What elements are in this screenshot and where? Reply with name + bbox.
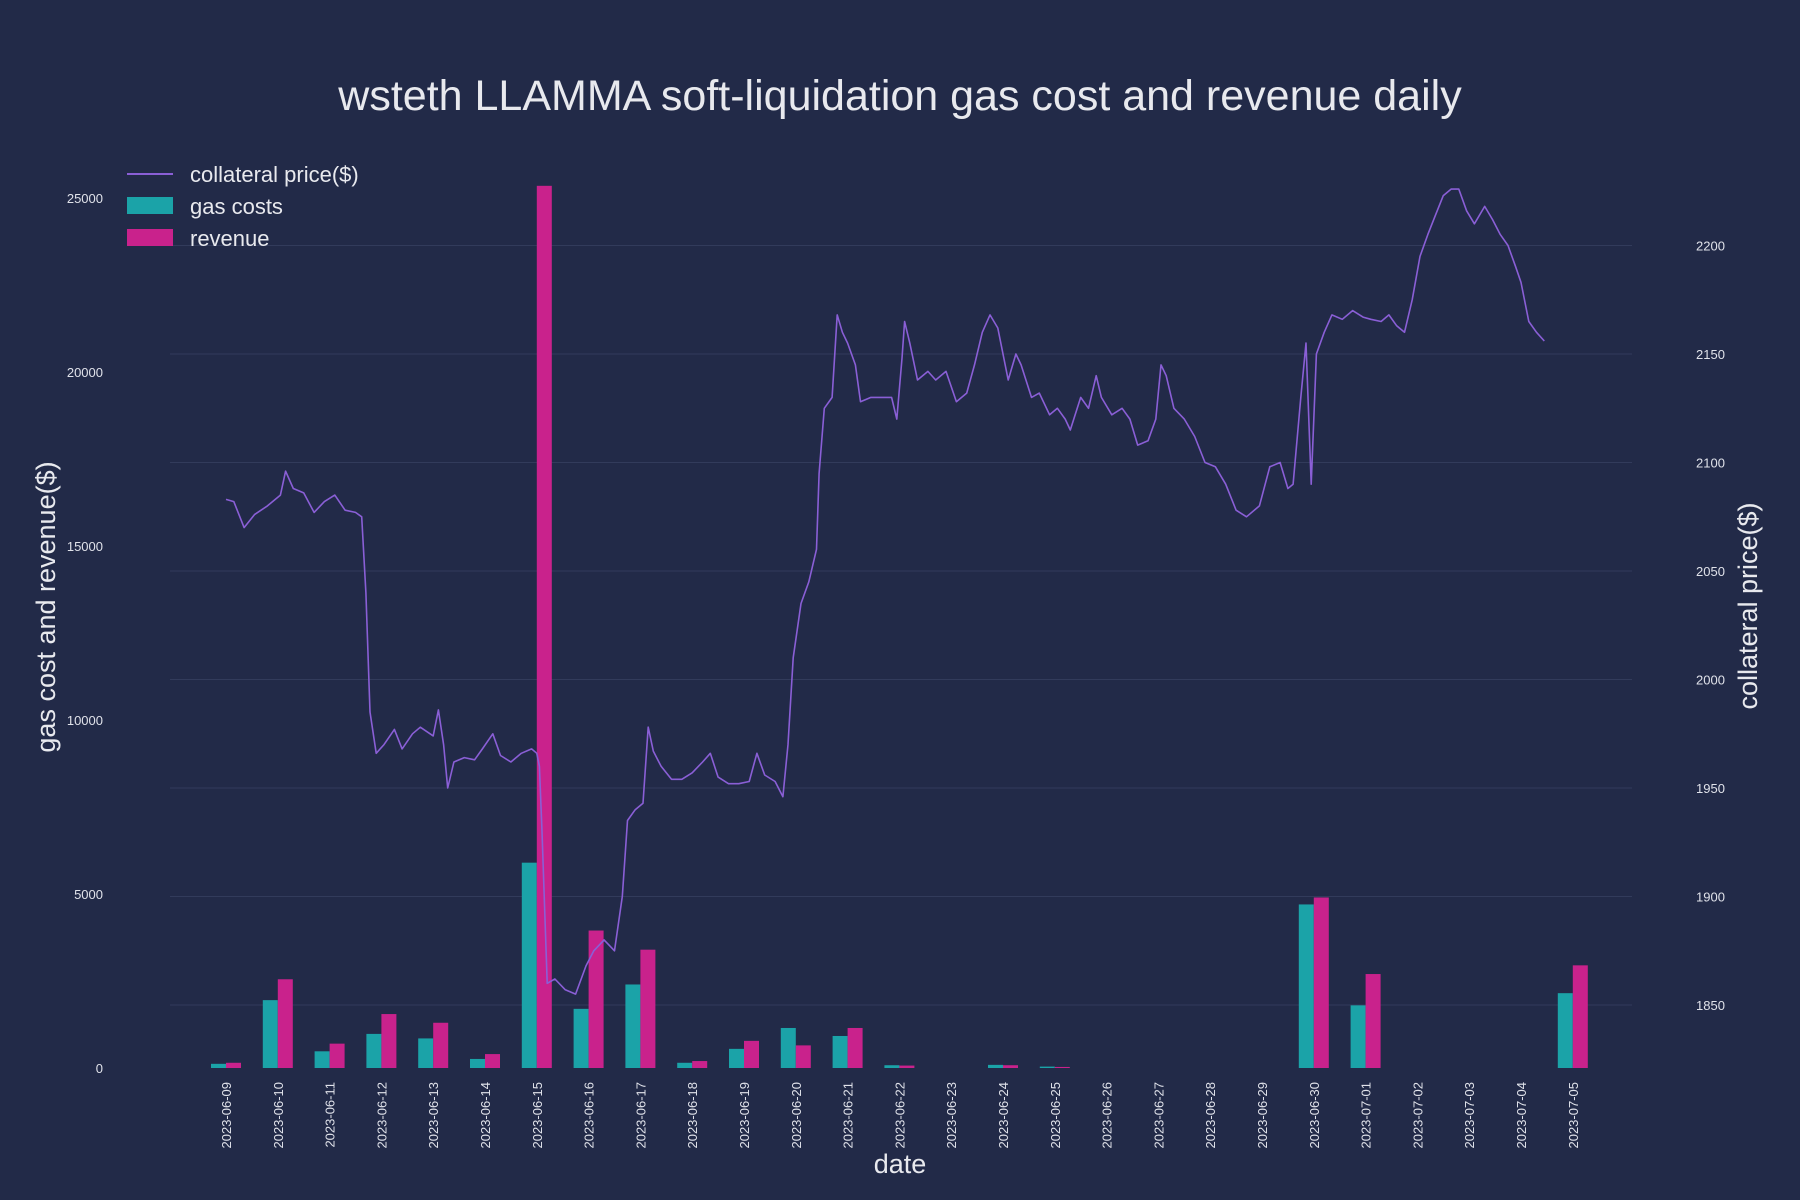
bar-gas-costs [1039,1066,1055,1068]
right-tick-label: 2200 [1696,239,1725,254]
left-tick-label: 15000 [67,539,103,554]
x-tick-label: 2023-07-01 [1359,1082,1374,1149]
bar-gas-costs [625,984,641,1068]
x-tick-label: 2023-06-25 [1048,1082,1063,1149]
x-tick-label: 2023-06-14 [478,1082,493,1149]
x-axis-title: date [874,1149,927,1179]
bar-gas-costs [1350,1005,1366,1068]
x-tick-label: 2023-06-20 [789,1082,804,1149]
x-axis-ticks: 2023-06-09 2023-06-10 2023-06-11 2023-06-12… [219,1082,1581,1149]
bar-gas-costs [729,1048,744,1068]
bar-gas-costs [470,1058,485,1068]
x-tick-label: 2023-06-10 [271,1082,286,1149]
right-tick-label: 2000 [1696,673,1725,688]
left-tick-label: 0 [96,1061,103,1076]
legend-label-revenue: revenue [190,226,270,251]
right-tick-label: 2150 [1696,347,1725,362]
x-tick-label: 2023-06-17 [633,1082,648,1149]
x-tick-label: 2023-06-28 [1203,1082,1218,1149]
bar-gas-costs [832,1035,848,1068]
legend-label-gas: gas costs [190,194,283,219]
x-tick-label: 2023-06-30 [1307,1082,1322,1149]
bar-gas-costs [262,1000,278,1068]
legend: collateral price($) gas costs revenue [127,162,359,251]
bar-revenue [899,1065,915,1068]
bar-gas-costs [884,1065,900,1068]
right-tick-label: 1950 [1696,781,1725,796]
bar-revenue [226,1062,241,1068]
x-tick-label: 2023-06-18 [685,1082,700,1149]
x-tick-label: 2023-06-21 [841,1082,856,1149]
left-tick-label: 10000 [67,713,103,728]
bar-revenue [329,1043,345,1068]
bar-revenue [1313,897,1329,1068]
bar-revenue [847,1027,863,1068]
bar-revenue [692,1061,708,1068]
bar-revenue [1054,1066,1070,1068]
x-tick-label: 2023-07-03 [1462,1082,1477,1149]
left-axis-ticks: 0 5000 10000 15000 20000 25000 [67,191,103,1076]
bar-gas-costs [780,1027,796,1068]
bar-revenue [277,979,293,1068]
bar-revenue [1572,965,1588,1068]
bar-gas-costs [366,1033,382,1068]
x-tick-label: 2023-06-11 [323,1082,338,1148]
bar-revenue [640,949,656,1068]
gridlines [170,245,1632,1006]
right-tick-label: 1850 [1696,998,1725,1013]
bar-gas-costs [677,1062,693,1068]
bar-gas-costs [314,1051,330,1068]
legend-label-price: collateral price($) [190,162,359,187]
left-tick-label: 25000 [67,191,103,206]
right-axis-ticks: 1850 1900 1950 2000 2050 2100 2150 2200 [1696,239,1725,1014]
right-tick-label: 2100 [1696,456,1725,471]
x-tick-label: 2023-06-15 [530,1082,545,1149]
left-axis-title: gas cost and revenue($) [31,461,61,752]
x-tick-label: 2023-06-27 [1151,1082,1166,1149]
bar-revenue [1003,1065,1018,1068]
bar-gas-costs [573,1008,589,1068]
x-tick-label: 2023-06-22 [892,1082,907,1149]
x-tick-label: 2023-06-09 [219,1082,234,1149]
legend-swatch-revenue [127,229,173,246]
collateral-price-line [225,188,1545,995]
legend-swatch-gas [127,197,173,214]
bar-gas-costs [988,1064,1003,1068]
x-tick-label: 2023-06-19 [737,1082,752,1149]
bar-series [211,185,1588,1068]
left-tick-label: 5000 [74,887,103,902]
x-tick-label: 2023-06-26 [1100,1082,1115,1149]
x-tick-label: 2023-07-05 [1566,1082,1581,1149]
bar-revenue [433,1022,449,1068]
bar-revenue [536,185,552,1068]
bar-revenue [795,1045,811,1068]
chart-title: wsteth LLAMMA soft-liquidation gas cost … [337,72,1462,120]
x-tick-label: 2023-06-13 [426,1082,441,1149]
price-line-layer [225,188,1545,995]
x-tick-label: 2023-06-16 [582,1082,597,1149]
bar-revenue [381,1014,397,1068]
right-tick-label: 2050 [1696,564,1725,579]
bar-revenue [1365,974,1381,1068]
x-tick-label: 2023-06-23 [944,1082,959,1149]
bar-gas-costs [1557,993,1573,1068]
right-tick-label: 1900 [1696,890,1725,905]
left-tick-label: 20000 [67,365,103,380]
x-tick-label: 2023-07-02 [1410,1082,1425,1149]
x-tick-label: 2023-06-24 [996,1082,1011,1149]
x-tick-label: 2023-06-12 [374,1082,389,1149]
right-axis-title: collateral price($) [1733,502,1763,709]
bar-gas-costs [521,862,537,1068]
x-tick-label: 2023-06-29 [1255,1082,1270,1149]
x-tick-label: 2023-07-04 [1514,1082,1529,1149]
bar-revenue [588,930,604,1068]
bar-gas-costs [211,1063,226,1068]
bar-gas-costs [418,1038,434,1068]
bar-revenue [485,1054,500,1068]
bar-gas-costs [1298,904,1314,1068]
bar-revenue [744,1040,759,1068]
